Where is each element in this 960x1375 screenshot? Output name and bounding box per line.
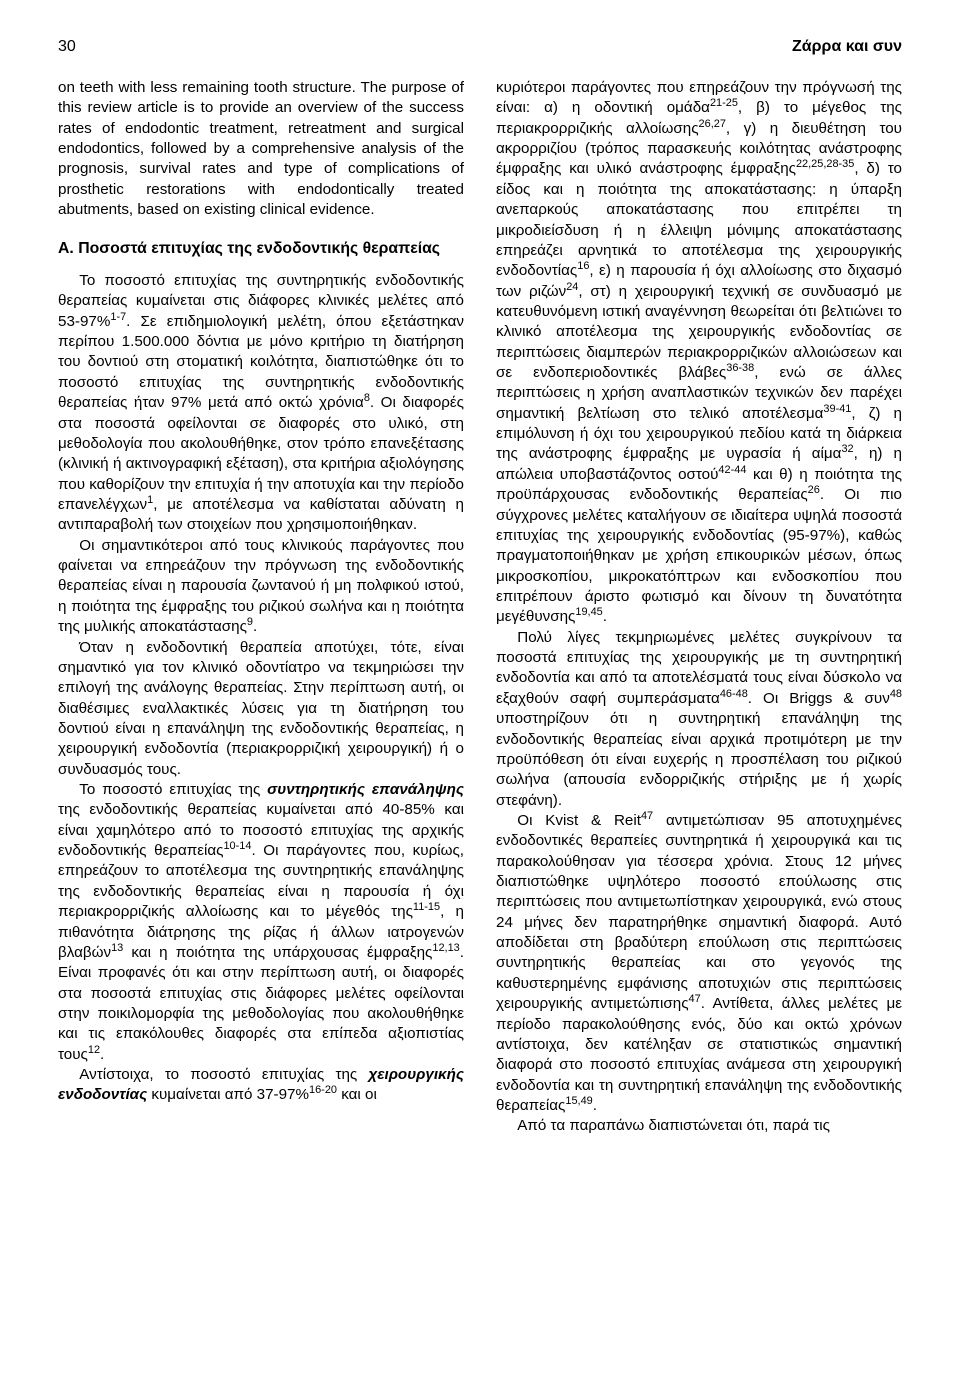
abstract-continuation: on teeth with less remaining tooth struc… [58, 78, 464, 221]
section-letter: Α. [58, 240, 74, 257]
text-run: . [253, 618, 257, 635]
citation-superscript: 12,13 [432, 942, 459, 954]
text-run: κυμαίνεται από 37-97% [147, 1086, 309, 1103]
text-run: Το ποσοστό επιτυχίας της [79, 781, 267, 798]
citation-superscript: 26,27 [699, 118, 726, 130]
citation-superscript: 24 [566, 281, 578, 293]
citation-superscript: 36-38 [726, 362, 754, 374]
citation-superscript: 15,49 [565, 1095, 592, 1107]
citation-superscript: 26 [808, 484, 820, 496]
citation-superscript: 47 [689, 993, 701, 1005]
citation-superscript: 32 [841, 443, 853, 455]
paragraph: Όταν η ενδοδοντική θεραπεία αποτύχει, τό… [58, 638, 464, 781]
text-run: . [100, 1046, 104, 1063]
citation-superscript: 12 [88, 1044, 100, 1056]
text-run: . Είναι προφανές ότι και στην περίπτωση … [58, 944, 464, 1063]
citation-superscript: 16 [577, 260, 589, 272]
paragraph: Πολύ λίγες τεκμηριωμένες μελέτες συγκρίν… [496, 628, 902, 811]
citation-superscript: 22,25,28-35 [796, 158, 854, 170]
text-run: . Οι πιο σύγχρονες μελέτες καταλήγουν σε… [496, 486, 902, 625]
page-number: 30 [58, 38, 76, 56]
section-heading-a: Α. Ποσοστά επιτυχίας της ενδοδοντικής θε… [58, 239, 464, 260]
page-header: 30 Ζάρρα και συν [58, 38, 902, 56]
citation-superscript: 21-25 [710, 97, 738, 109]
paragraph: Οι σημαντικότεροι από τους κλινικούς παρ… [58, 536, 464, 638]
text-run: . Αντίθετα, άλλες μελέτες με περίοδο παρ… [496, 995, 902, 1114]
paragraph: Το ποσοστό επιτυχίας της συντηρητικής εν… [58, 271, 464, 536]
text-run: αντιμετώπισαν 95 αποτυχημένες ενδοδοντικ… [496, 812, 902, 1012]
citation-superscript: 46-48 [720, 688, 748, 700]
section-title: Ποσοστά επιτυχίας της ενδοδοντικής θεραπ… [78, 240, 440, 257]
text-run: . [593, 1097, 597, 1114]
emphasis-bolditalic: συντηρητικής επανάληψης [267, 781, 464, 798]
text-run: και η ποιότητα της υπάρχουσας έμφραξης [123, 944, 432, 961]
two-column-layout: on teeth with less remaining tooth struc… [58, 78, 902, 1137]
text-run: . [603, 608, 607, 625]
paragraph: Αντίστοιχα, το ποσοστό επιτυχίας της χει… [58, 1065, 464, 1106]
citation-superscript: 13 [111, 942, 123, 954]
running-head: Ζάρρα και συν [792, 38, 902, 56]
citation-superscript: 16-20 [309, 1084, 337, 1096]
citation-superscript: 48 [890, 688, 902, 700]
text-run: . Οι Briggs & συν [748, 690, 890, 707]
paragraph: Οι Kvist & Reit47 αντιμετώπισαν 95 αποτυ… [496, 811, 902, 1116]
citation-superscript: 1-7 [110, 311, 126, 323]
paragraph: Από τα παραπάνω διαπιστώνεται ότι, παρά … [496, 1116, 902, 1136]
paragraph: Το ποσοστό επιτυχίας της συντηρητικής επ… [58, 780, 464, 1065]
citation-superscript: 19,45 [575, 606, 602, 618]
citation-superscript: 10-14 [223, 840, 251, 852]
column-left: on teeth with less remaining tooth struc… [58, 78, 464, 1137]
citation-superscript: 39-41 [823, 403, 851, 415]
paragraph: κυριότεροι παράγοντες που επηρεάζουν την… [496, 78, 902, 628]
citation-superscript: 47 [641, 810, 653, 822]
citation-superscript: 11-15 [413, 901, 440, 913]
column-right: κυριότεροι παράγοντες που επηρεάζουν την… [496, 78, 902, 1137]
text-run: υποστηρίζουν ότι η συντηρητική επανάληψη… [496, 710, 902, 808]
page: 30 Ζάρρα και συν on teeth with less rema… [0, 0, 960, 1375]
text-run: και οι [337, 1086, 377, 1103]
citation-superscript: 42-44 [718, 464, 746, 476]
text-run: Αντίστοιχα, το ποσοστό επιτυχίας της [79, 1066, 368, 1083]
text-run: Οι σημαντικότεροι από τους κλινικούς παρ… [58, 537, 464, 635]
text-run: Οι Kvist & Reit [517, 812, 641, 829]
